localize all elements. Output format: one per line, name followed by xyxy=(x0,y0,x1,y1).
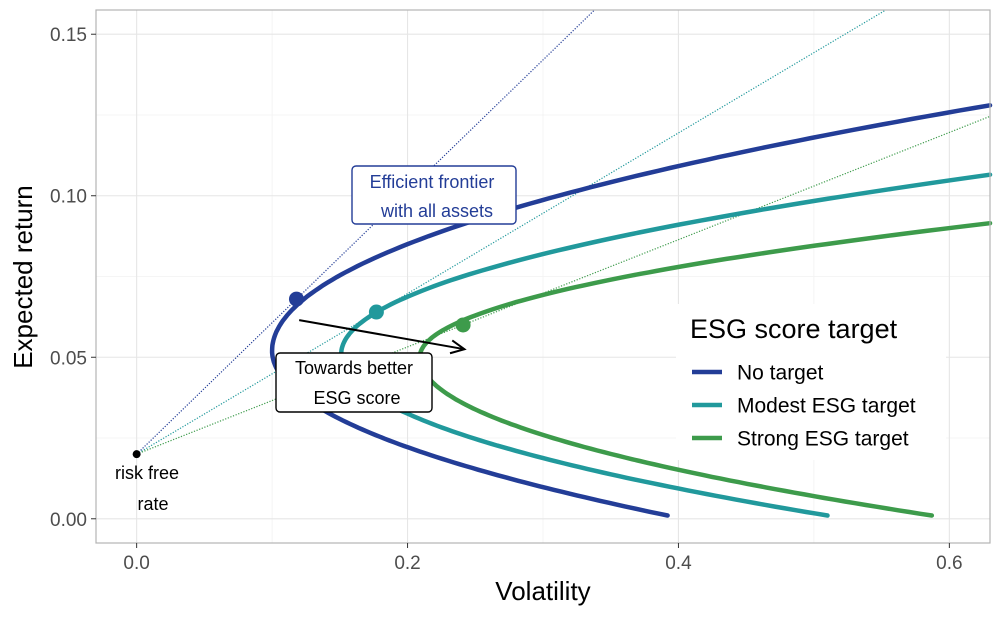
risk-free-point xyxy=(132,450,141,459)
tangency-point xyxy=(368,304,384,320)
legend-label: Modest ESG target xyxy=(737,395,916,418)
frontier-label-line2: with all assets xyxy=(380,201,493,221)
legend-title: ESG score target xyxy=(690,314,898,344)
legend: ESG score target No target Modest ESG tar… xyxy=(676,304,946,460)
legend-label: Strong ESG target xyxy=(737,428,909,451)
tangency-points xyxy=(288,291,471,333)
tangency-point xyxy=(455,317,471,333)
frontier-label-box xyxy=(351,165,517,225)
y-tick-label: 0.05 xyxy=(50,348,87,369)
panel-border xyxy=(95,9,991,544)
grid xyxy=(96,10,990,543)
esg-arrow xyxy=(299,319,467,355)
y-tick-label: 0.10 xyxy=(50,187,87,208)
arrow-label-line2: ESG score xyxy=(313,388,400,408)
frontier-curve xyxy=(269,103,993,518)
x-tick-label: 0.2 xyxy=(394,553,420,574)
x-tick-label: 0.4 xyxy=(665,553,692,574)
y-axis-ticks: 0.00 0.05 0.10 0.15 xyxy=(50,25,96,531)
legend-background xyxy=(676,304,946,460)
annotations: Efficient frontier with all assets Towar… xyxy=(115,165,517,514)
x-tick-label: 0.6 xyxy=(936,553,962,574)
tangency-point xyxy=(288,291,304,307)
y-tick-label: 0.00 xyxy=(50,510,87,531)
legend-label: No target xyxy=(737,362,824,385)
arrow-label-line1: Towards better xyxy=(295,358,413,378)
cml-line xyxy=(136,9,887,455)
frontier-label-line1: Efficient frontier xyxy=(370,172,495,192)
risk-free-label-line2: rate xyxy=(137,494,168,514)
x-axis-ticks: 0.0 0.2 0.4 0.6 xyxy=(123,543,963,574)
arrow-label-box xyxy=(275,352,433,413)
arrow-head xyxy=(449,339,467,355)
cml-line xyxy=(136,115,991,455)
y-tick-label: 0.15 xyxy=(50,25,87,46)
capital-market-lines xyxy=(136,9,991,455)
risk-free-label-line1: risk free xyxy=(115,463,179,483)
x-tick-label: 0.0 xyxy=(123,553,149,574)
x-axis-title: Volatility xyxy=(495,576,590,606)
arrow-shaft xyxy=(299,319,465,351)
y-axis-title: Expected return xyxy=(8,185,38,369)
